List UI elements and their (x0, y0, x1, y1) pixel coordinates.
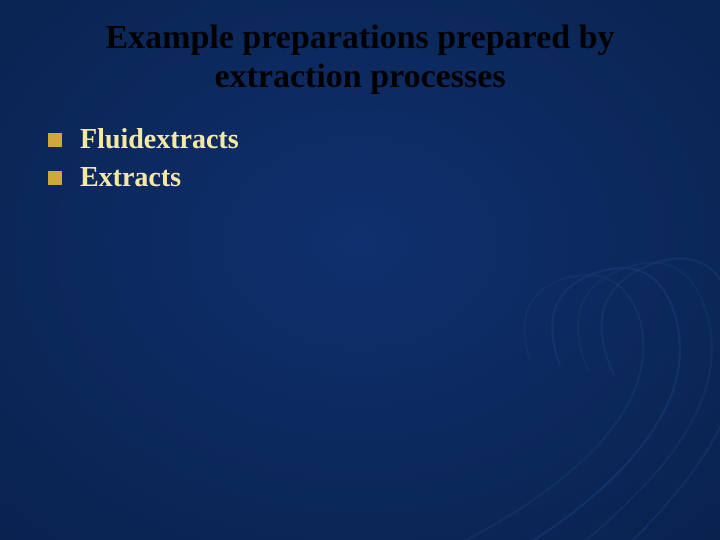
bullet-square-icon (48, 171, 62, 185)
list-item: Extracts (48, 162, 720, 194)
swirl-svg (280, 220, 720, 540)
bullet-label: Extracts (80, 162, 181, 194)
bullet-label: Fluidextracts (80, 124, 239, 156)
slide-title: Example preparations prepared by extract… (0, 0, 720, 96)
title-line-1: Example preparations prepared by (0, 18, 720, 57)
slide: Example preparations prepared by extract… (0, 0, 720, 540)
decorative-swirl (280, 220, 720, 540)
bullet-list: Fluidextracts Extracts (0, 124, 720, 194)
title-line-2: extraction processes (0, 57, 720, 96)
bullet-square-icon (48, 133, 62, 147)
list-item: Fluidextracts (48, 124, 720, 156)
